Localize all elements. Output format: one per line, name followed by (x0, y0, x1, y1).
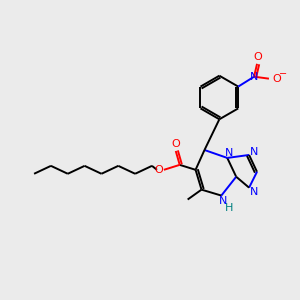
Text: N: N (250, 187, 258, 196)
Text: H: H (225, 203, 233, 214)
Text: N: N (225, 148, 233, 158)
Text: N: N (219, 196, 227, 206)
Text: N: N (250, 72, 258, 82)
Text: O: O (154, 165, 163, 175)
Text: O: O (254, 52, 262, 62)
Text: −: − (279, 69, 287, 79)
Text: O: O (272, 74, 281, 84)
Text: O: O (171, 139, 180, 149)
Text: N: N (250, 147, 258, 157)
